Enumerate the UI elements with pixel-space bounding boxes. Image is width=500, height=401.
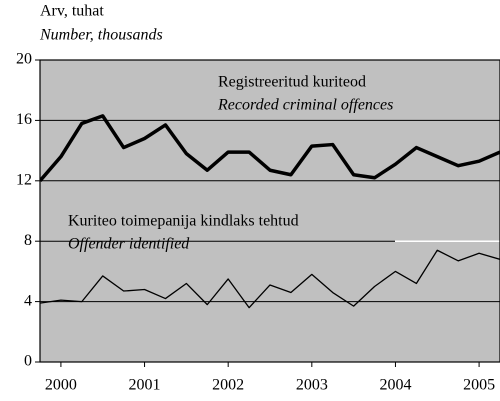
x-tick-label: 2004	[379, 377, 411, 394]
plot-border	[39, 59, 500, 363]
series-label: Kuriteo toimepanija kindlaks tehtud	[68, 213, 299, 230]
x-tick-label: 2003	[296, 377, 328, 394]
y-axis-label-en: Number, thousands	[39, 27, 163, 44]
x-tick-label: 2000	[45, 377, 77, 394]
labels: 0 4 8 12 16 20 2000 2001 2002 2003 2004 2005	[16, 51, 495, 394]
x-tick-label: 2001	[129, 377, 161, 394]
y-tick-label: 4	[24, 292, 32, 309]
series-label-en: Offender identified	[68, 236, 190, 253]
y-axis-label: Arv, tuhat	[40, 3, 104, 20]
series-line	[40, 249, 500, 309]
x-tick-label: 2005	[463, 377, 495, 394]
y-tick-label: 20	[16, 51, 32, 68]
y-tick-label: 8	[24, 232, 32, 249]
series-label-en: Recorded criminal offences	[217, 97, 393, 114]
series-label: Registreeritud kuriteod	[218, 74, 366, 91]
x-tick-label: 2002	[212, 377, 244, 394]
y-tick-label: 16	[16, 111, 32, 128]
y-tick-label: 0	[24, 353, 32, 370]
series-line	[40, 114, 500, 182]
plot-background	[40, 60, 500, 362]
y-tick-label: 12	[16, 171, 32, 188]
plot-area	[40, 60, 500, 362]
